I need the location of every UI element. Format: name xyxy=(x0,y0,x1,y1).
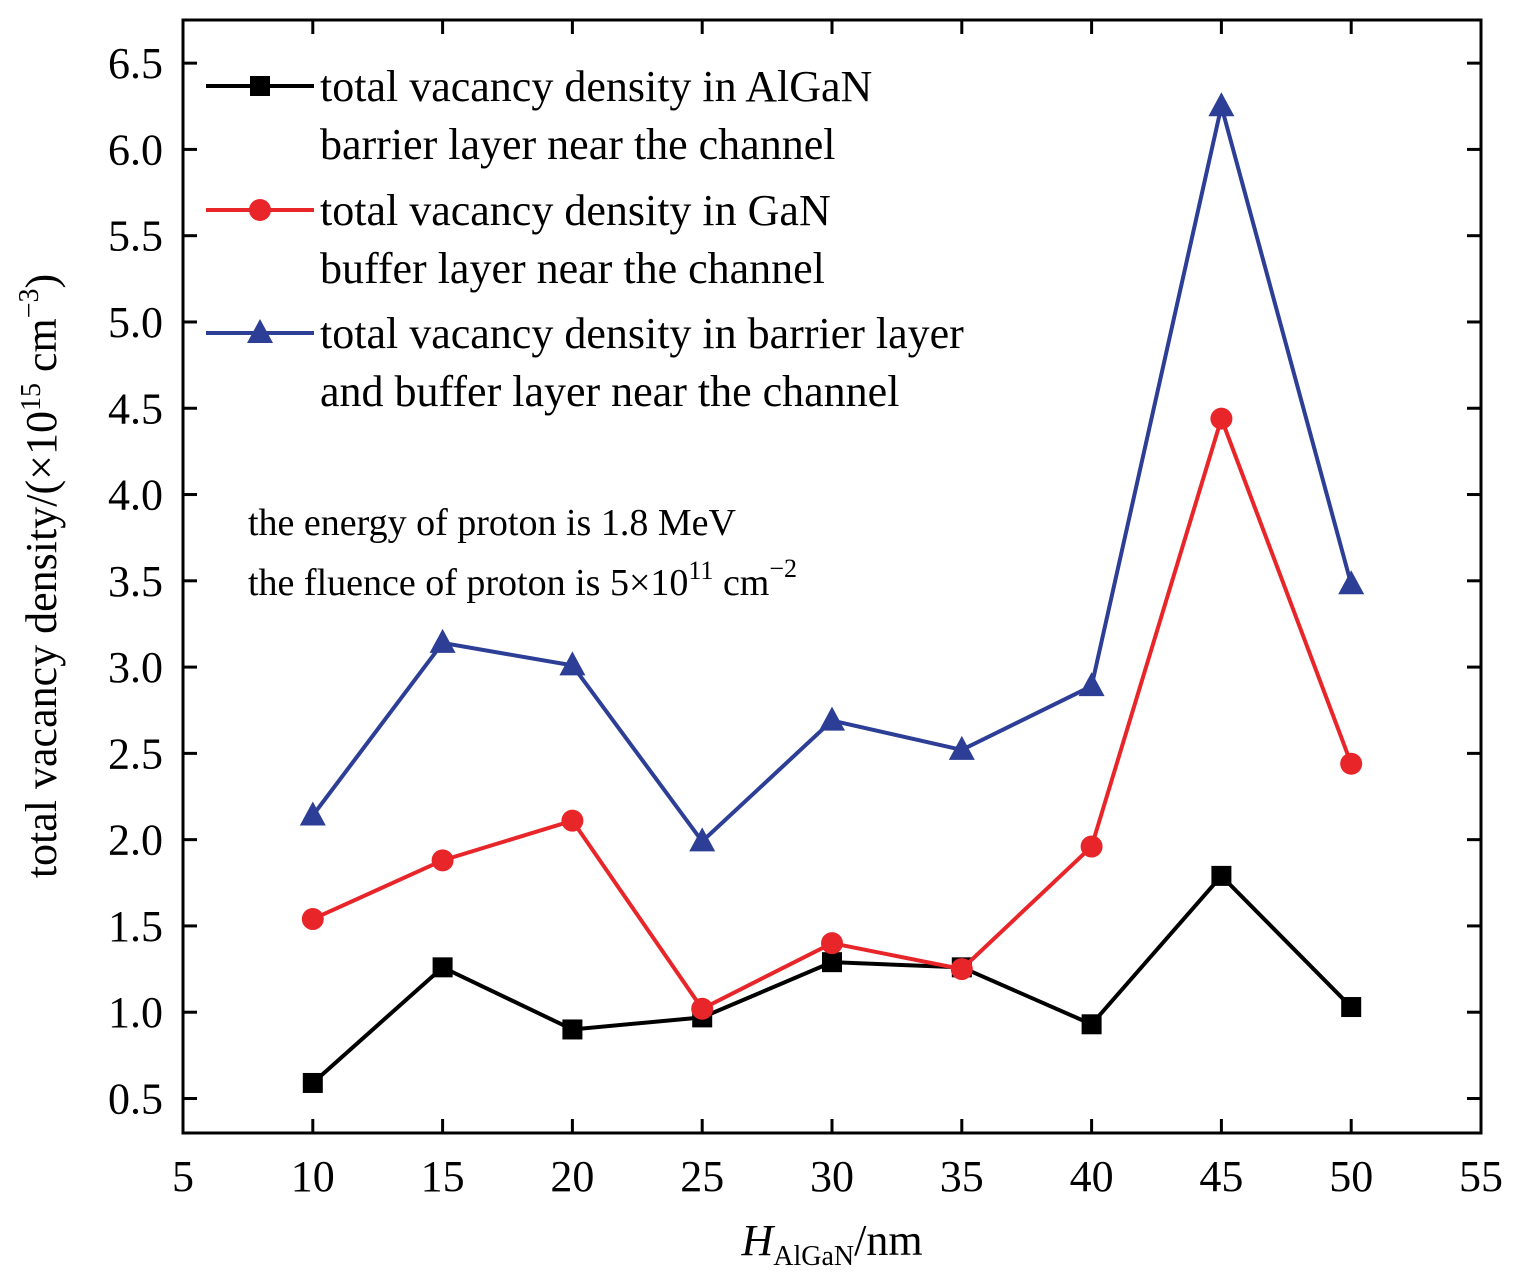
y-tick-label: 6.5 xyxy=(108,39,163,88)
x-tick-label: 55 xyxy=(1459,1152,1503,1201)
data-point xyxy=(819,707,845,731)
x-axis-title: HAlGaN/nm xyxy=(740,1216,922,1272)
series-line xyxy=(313,876,1351,1083)
data-point xyxy=(822,952,842,972)
annotation-block: the energy of proton is 1.8 MeV the flue… xyxy=(248,502,797,604)
legend-label: total vacancy density in barrier layer xyxy=(320,309,964,358)
y-tick-label: 5.0 xyxy=(108,298,163,347)
series-1 xyxy=(303,866,1361,1093)
x-tick-label: 30 xyxy=(810,1152,854,1201)
data-point xyxy=(1211,866,1231,886)
x-tick-label: 5 xyxy=(172,1152,194,1201)
y-tick-label: 3.5 xyxy=(108,557,163,606)
legend-item-1: total vacancy density in AlGaN barrier la… xyxy=(206,62,872,169)
data-point xyxy=(1210,408,1232,430)
legend: total vacancy density in AlGaN barrier la… xyxy=(206,62,964,416)
y-axis-title: total vacancy density/(×1015 cm−3) xyxy=(14,274,66,878)
data-point xyxy=(1341,997,1361,1017)
data-point xyxy=(430,629,456,653)
legend-marker xyxy=(249,199,271,221)
annotation-energy: the energy of proton is 1.8 MeV xyxy=(248,502,736,544)
data-point xyxy=(433,957,453,977)
legend-label: total vacancy density in AlGaN xyxy=(320,62,872,111)
legend-label: and buffer layer near the channel xyxy=(320,367,899,416)
y-tick-label: 3.0 xyxy=(108,643,163,692)
annotation-fluence: the fluence of proton is 5×1011 cm−2 xyxy=(248,554,797,604)
data-point xyxy=(1081,836,1103,858)
x-tick-label: 20 xyxy=(550,1152,594,1201)
data-point xyxy=(302,908,324,930)
legend-item-3: total vacancy density in barrier layer an… xyxy=(206,309,964,416)
data-point xyxy=(1082,1014,1102,1034)
data-point xyxy=(303,1073,323,1093)
y-tick-label: 4.0 xyxy=(108,471,163,520)
data-point xyxy=(561,810,583,832)
legend-label: barrier layer near the channel xyxy=(320,120,835,169)
x-tick-label: 50 xyxy=(1329,1152,1373,1201)
data-point xyxy=(1079,672,1105,696)
data-point xyxy=(1208,92,1234,116)
data-point xyxy=(691,998,713,1020)
legend-label: buffer layer near the channel xyxy=(320,244,825,293)
data-point xyxy=(821,932,843,954)
data-point xyxy=(951,958,973,980)
data-point xyxy=(1340,753,1362,775)
x-tick-label: 15 xyxy=(421,1152,465,1201)
x-tick-label: 35 xyxy=(940,1152,984,1201)
data-point xyxy=(562,1019,582,1039)
y-tick-label: 2.5 xyxy=(108,729,163,778)
y-tick-label: 1.5 xyxy=(108,902,163,951)
x-tick-label: 10 xyxy=(291,1152,335,1201)
data-point xyxy=(432,849,454,871)
x-tick-label: 45 xyxy=(1199,1152,1243,1201)
y-tick-label: 1.0 xyxy=(108,988,163,1037)
data-point xyxy=(1338,570,1364,594)
x-tick-label: 40 xyxy=(1070,1152,1114,1201)
legend-label: total vacancy density in GaN xyxy=(320,186,831,235)
legend-marker xyxy=(250,76,270,96)
legend-item-2: total vacancy density in GaN buffer layer… xyxy=(206,186,831,293)
x-tick-label: 25 xyxy=(680,1152,724,1201)
y-tick-label: 5.5 xyxy=(108,212,163,261)
y-tick-label: 6.0 xyxy=(108,125,163,174)
y-tick-label: 0.5 xyxy=(108,1074,163,1123)
y-tick-label: 2.0 xyxy=(108,816,163,865)
y-tick-label: 4.5 xyxy=(108,384,163,433)
